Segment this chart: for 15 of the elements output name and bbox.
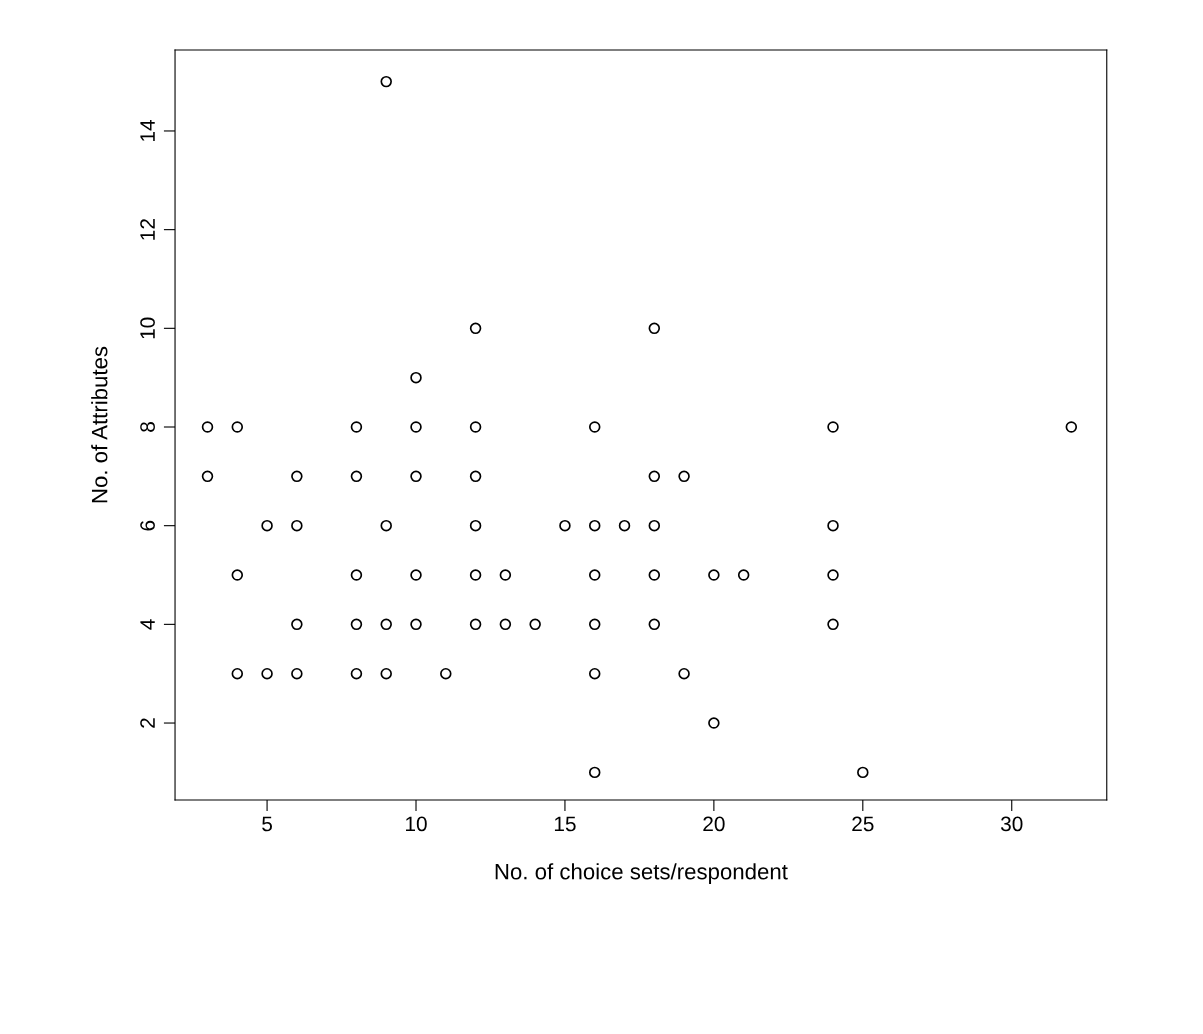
y-tick-label: 2 (140, 718, 155, 728)
y-tick-label: 8 (140, 422, 155, 432)
y-tick-label: 6 (140, 520, 155, 531)
y-tick-label: 10 (140, 317, 155, 339)
x-tick-label: 25 (852, 816, 874, 832)
x-tick-label: 30 (1000, 816, 1023, 832)
y-axis-title: No. of Attributes (91, 346, 108, 503)
y-tick-label: 14 (140, 119, 155, 141)
x-tick-label: 15 (554, 816, 576, 832)
y-tick-label: 12 (140, 219, 155, 240)
x-tick-label: 10 (406, 816, 427, 832)
x-tick-label: 20 (703, 816, 725, 832)
y-tick-label: 4 (140, 619, 155, 630)
x-axis-title: No. of choice sets/respondent (495, 863, 788, 884)
x-tick-label: 5 (262, 816, 272, 832)
